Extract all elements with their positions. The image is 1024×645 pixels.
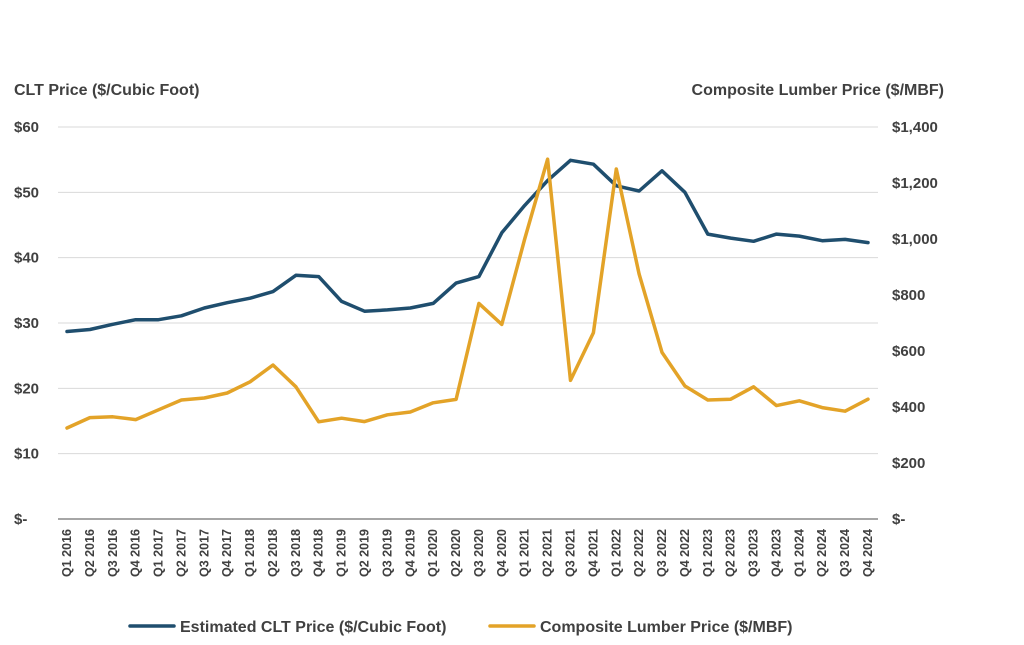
x-tick-label: Q4 2018: [312, 529, 326, 577]
x-tick-label: Q1 2019: [335, 529, 349, 577]
x-tick-label: Q4 2024: [861, 529, 875, 577]
x-tick-label: Q2 2020: [449, 529, 463, 577]
left-axis-ticks: $- $10 $20 $30 $40 $50 $60: [14, 119, 39, 528]
x-tick-label: Q3 2019: [380, 529, 394, 577]
x-tick-label: Q1 2022: [609, 529, 623, 577]
right-tick-label: $400: [892, 399, 925, 416]
right-tick-label: $800: [892, 287, 925, 304]
left-tick-label: $30: [14, 315, 39, 332]
x-tick-label: Q3 2022: [655, 529, 669, 577]
lumber-price-line: [65, 157, 870, 430]
x-tick-label: Q4 2019: [403, 529, 417, 577]
x-tick-label: Q1 2016: [60, 529, 74, 577]
left-tick-label: $60: [14, 119, 39, 136]
right-tick-label: $1,400: [892, 119, 938, 136]
legend-label: Estimated CLT Price ($/Cubic Foot): [180, 619, 446, 636]
x-tick-label: Q2 2021: [541, 529, 555, 577]
left-tick-label: $40: [14, 250, 39, 267]
series-lines: [65, 157, 870, 430]
right-axis-ticks: $- $200 $400 $600 $800 $1,000 $1,200 $1,400: [892, 119, 938, 528]
x-tick-label: Q3 2017: [197, 529, 211, 577]
x-tick-label: Q3 2018: [289, 529, 303, 577]
x-tick-label: Q4 2022: [678, 529, 692, 577]
legend: Estimated CLT Price ($/Cubic Foot) Compos…: [128, 619, 792, 636]
x-tick-label: Q4 2021: [586, 529, 600, 577]
x-tick-label: Q1 2017: [152, 529, 166, 577]
grid-lines: [58, 126, 878, 520]
x-tick-label: Q3 2024: [838, 529, 852, 577]
x-tick-label: Q3 2023: [747, 529, 761, 577]
left-tick-label: $20: [14, 380, 39, 397]
x-tick-label: Q4 2017: [220, 529, 234, 577]
x-tick-label: Q2 2023: [724, 529, 738, 577]
x-tick-label: Q2 2019: [358, 529, 372, 577]
x-tick-label: Q2 2022: [632, 529, 646, 577]
x-tick-label: Q1 2021: [518, 529, 532, 577]
x-tick-label: Q2 2018: [266, 529, 280, 577]
x-tick-label: Q4 2023: [769, 529, 783, 577]
x-tick-label: Q1 2024: [792, 529, 806, 577]
x-axis-ticks: Q1 2016 Q2 2016 Q3 2016 Q4 2016 Q1 2017 Q2 20…: [60, 529, 875, 577]
right-tick-label: $600: [892, 343, 925, 360]
right-tick-label: $1,200: [892, 175, 938, 192]
right-tick-label: $1,000: [892, 231, 938, 248]
x-tick-label: Q3 2016: [106, 529, 120, 577]
x-tick-label: Q4 2020: [495, 529, 509, 577]
left-tick-label: $10: [14, 446, 39, 463]
right-tick-label: $-: [892, 511, 905, 528]
x-tick-label: Q2 2017: [174, 529, 188, 577]
x-tick-label: Q1 2020: [426, 529, 440, 577]
x-tick-label: Q1 2023: [701, 529, 715, 577]
right-tick-label: $200: [892, 455, 925, 472]
x-tick-label: Q3 2020: [472, 529, 486, 577]
x-tick-label: Q1 2018: [243, 529, 257, 577]
legend-label: Composite Lumber Price ($/MBF): [540, 619, 792, 636]
left-tick-label: $50: [14, 184, 39, 201]
x-tick-label: Q2 2016: [83, 529, 97, 577]
left-axis-title: CLT Price ($/Cubic Foot): [14, 82, 199, 99]
x-tick-label: Q2 2024: [815, 529, 829, 577]
clt-price-line: [65, 158, 870, 334]
x-tick-label: Q4 2016: [129, 529, 143, 577]
left-tick-label: $-: [14, 511, 27, 528]
right-axis-title: Composite Lumber Price ($/MBF): [692, 82, 944, 99]
x-tick-label: Q3 2021: [563, 529, 577, 577]
